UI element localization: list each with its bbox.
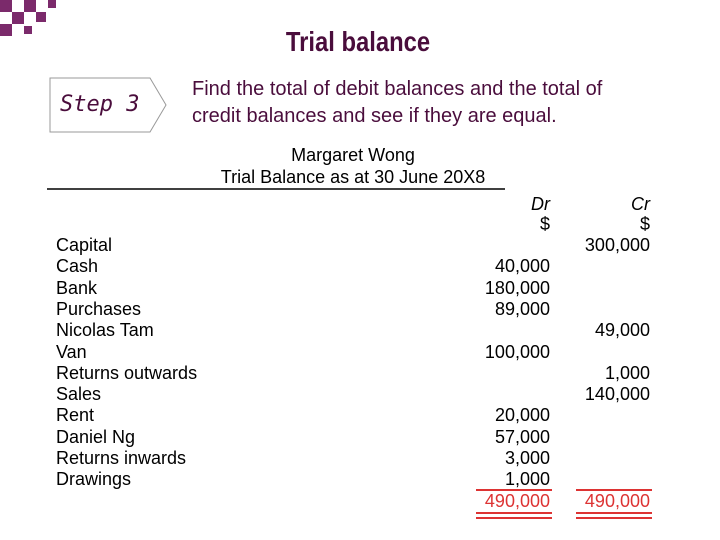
account-name: Bank bbox=[56, 277, 98, 298]
amount: 57,000 bbox=[494, 426, 550, 447]
amount: 3,000 bbox=[504, 448, 550, 468]
step-text: Find the total of debit balances and the… bbox=[192, 78, 603, 100]
account-name: Capital bbox=[56, 235, 113, 255]
amount: 20,000 bbox=[494, 405, 550, 426]
statement-name: Margaret Wong bbox=[291, 145, 415, 165]
title: Trial balance bbox=[285, 26, 431, 57]
amount: 300,000 bbox=[584, 235, 650, 255]
amount: 89,000 bbox=[494, 298, 550, 319]
amount: 1,000 bbox=[504, 469, 550, 490]
account-name: Van bbox=[56, 341, 87, 362]
account-name: Drawings bbox=[56, 469, 132, 490]
account-name: Daniel Ng bbox=[56, 426, 136, 447]
amount: 180,000 bbox=[484, 277, 550, 298]
amount: 140,000 bbox=[584, 384, 650, 405]
step-text: credit balances and see if they are equa… bbox=[192, 105, 557, 127]
column-unit: $ bbox=[639, 214, 650, 234]
column-name: Dr bbox=[531, 194, 550, 214]
corner-squares bbox=[0, 0, 56, 36]
amount: 49,000 bbox=[594, 320, 650, 341]
account-name: Returns inwards bbox=[56, 448, 187, 468]
amount: 100,000 bbox=[484, 341, 550, 362]
column-name: Cr bbox=[631, 194, 650, 214]
amount: 1,000 bbox=[604, 362, 650, 383]
total: 490,000 bbox=[484, 490, 550, 511]
step-label: Step 3 bbox=[60, 92, 140, 117]
amount: 40,000 bbox=[494, 256, 550, 277]
column-unit: $ bbox=[539, 214, 550, 234]
account-name: Rent bbox=[56, 405, 95, 426]
statement-heading: Trial Balance as at 30 June 20X8 bbox=[220, 167, 486, 187]
account-name: Purchases bbox=[56, 298, 142, 319]
step-arrow bbox=[49, 77, 167, 133]
account-name: Sales bbox=[56, 384, 102, 405]
account-name: Nicolas Tam bbox=[56, 320, 154, 341]
account-name: Cash bbox=[56, 256, 99, 277]
total: 490,000 bbox=[584, 490, 650, 511]
account-name: Returns outwards bbox=[56, 362, 198, 383]
